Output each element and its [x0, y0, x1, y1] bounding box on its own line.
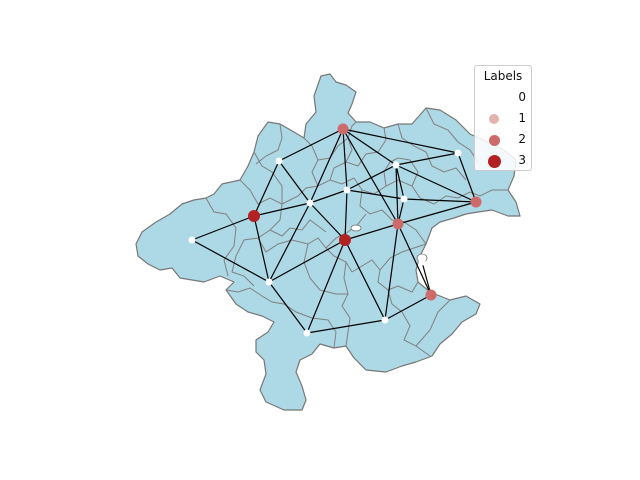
- legend-title: Labels: [483, 69, 523, 83]
- legend-label: 3: [518, 153, 526, 167]
- edge: [268, 202, 311, 283]
- edge: [397, 223, 432, 296]
- legend-entry: 1: [475, 109, 531, 129]
- edge: [346, 164, 397, 191]
- node-label-0: [343, 186, 351, 194]
- graph-nodes: [188, 123, 482, 337]
- node-label-3: [248, 210, 260, 222]
- edge: [253, 215, 270, 283]
- legend-label: 0: [518, 90, 526, 104]
- edge: [395, 164, 405, 200]
- legend-marker: [488, 134, 500, 146]
- node-label-3: [339, 234, 351, 246]
- edge: [268, 239, 346, 283]
- edge: [384, 223, 399, 321]
- edge: [309, 189, 348, 204]
- edge: [306, 319, 386, 334]
- edge: [344, 223, 399, 241]
- edge: [309, 128, 344, 204]
- edge: [342, 128, 397, 166]
- node-label-0: [306, 199, 314, 207]
- edge: [344, 239, 386, 321]
- node-label-0: [188, 236, 196, 244]
- edge: [278, 160, 311, 204]
- legend-label: 2: [518, 132, 526, 146]
- node-label-2: [425, 289, 437, 301]
- node-label-0: [381, 316, 389, 324]
- edge: [395, 152, 459, 166]
- edge: [395, 164, 399, 225]
- lake: [350, 224, 362, 232]
- edge: [384, 294, 432, 321]
- node-label-0: [400, 195, 408, 203]
- legend-entry: 3: [475, 151, 531, 171]
- graph-edges: [191, 128, 477, 334]
- edge: [342, 128, 348, 191]
- edge: [191, 215, 255, 241]
- edge: [278, 128, 344, 162]
- edge: [344, 189, 348, 241]
- edge: [342, 128, 459, 154]
- edge: [421, 261, 432, 296]
- node-label-2: [470, 196, 482, 208]
- node-label-0: [265, 278, 273, 286]
- edge: [346, 189, 405, 200]
- edge: [191, 239, 270, 283]
- legend-label: 1: [518, 111, 526, 125]
- node-label-0: [392, 161, 400, 169]
- edge: [253, 160, 280, 217]
- legend-entry: 2: [475, 130, 531, 150]
- legend: Labels 0 1 2 3: [474, 65, 532, 171]
- node-label-0: [418, 258, 426, 266]
- edge: [397, 201, 477, 225]
- node-label-0: [275, 157, 283, 165]
- node-label-0: [454, 149, 462, 157]
- edge: [395, 164, 477, 203]
- edge: [306, 239, 346, 334]
- node-label-2: [392, 218, 404, 230]
- legend-marker: [489, 114, 499, 124]
- node-label-0: [303, 329, 311, 337]
- legend-marker: [490, 94, 498, 102]
- edge: [342, 128, 399, 225]
- node-label-2: [337, 123, 349, 135]
- edge: [403, 198, 477, 203]
- legend-entry: 0: [475, 88, 531, 108]
- edge: [457, 152, 477, 203]
- edge: [309, 202, 346, 241]
- district-borders: [205, 107, 508, 357]
- edge: [253, 202, 311, 217]
- edge: [268, 281, 308, 334]
- legend-marker: [487, 154, 501, 168]
